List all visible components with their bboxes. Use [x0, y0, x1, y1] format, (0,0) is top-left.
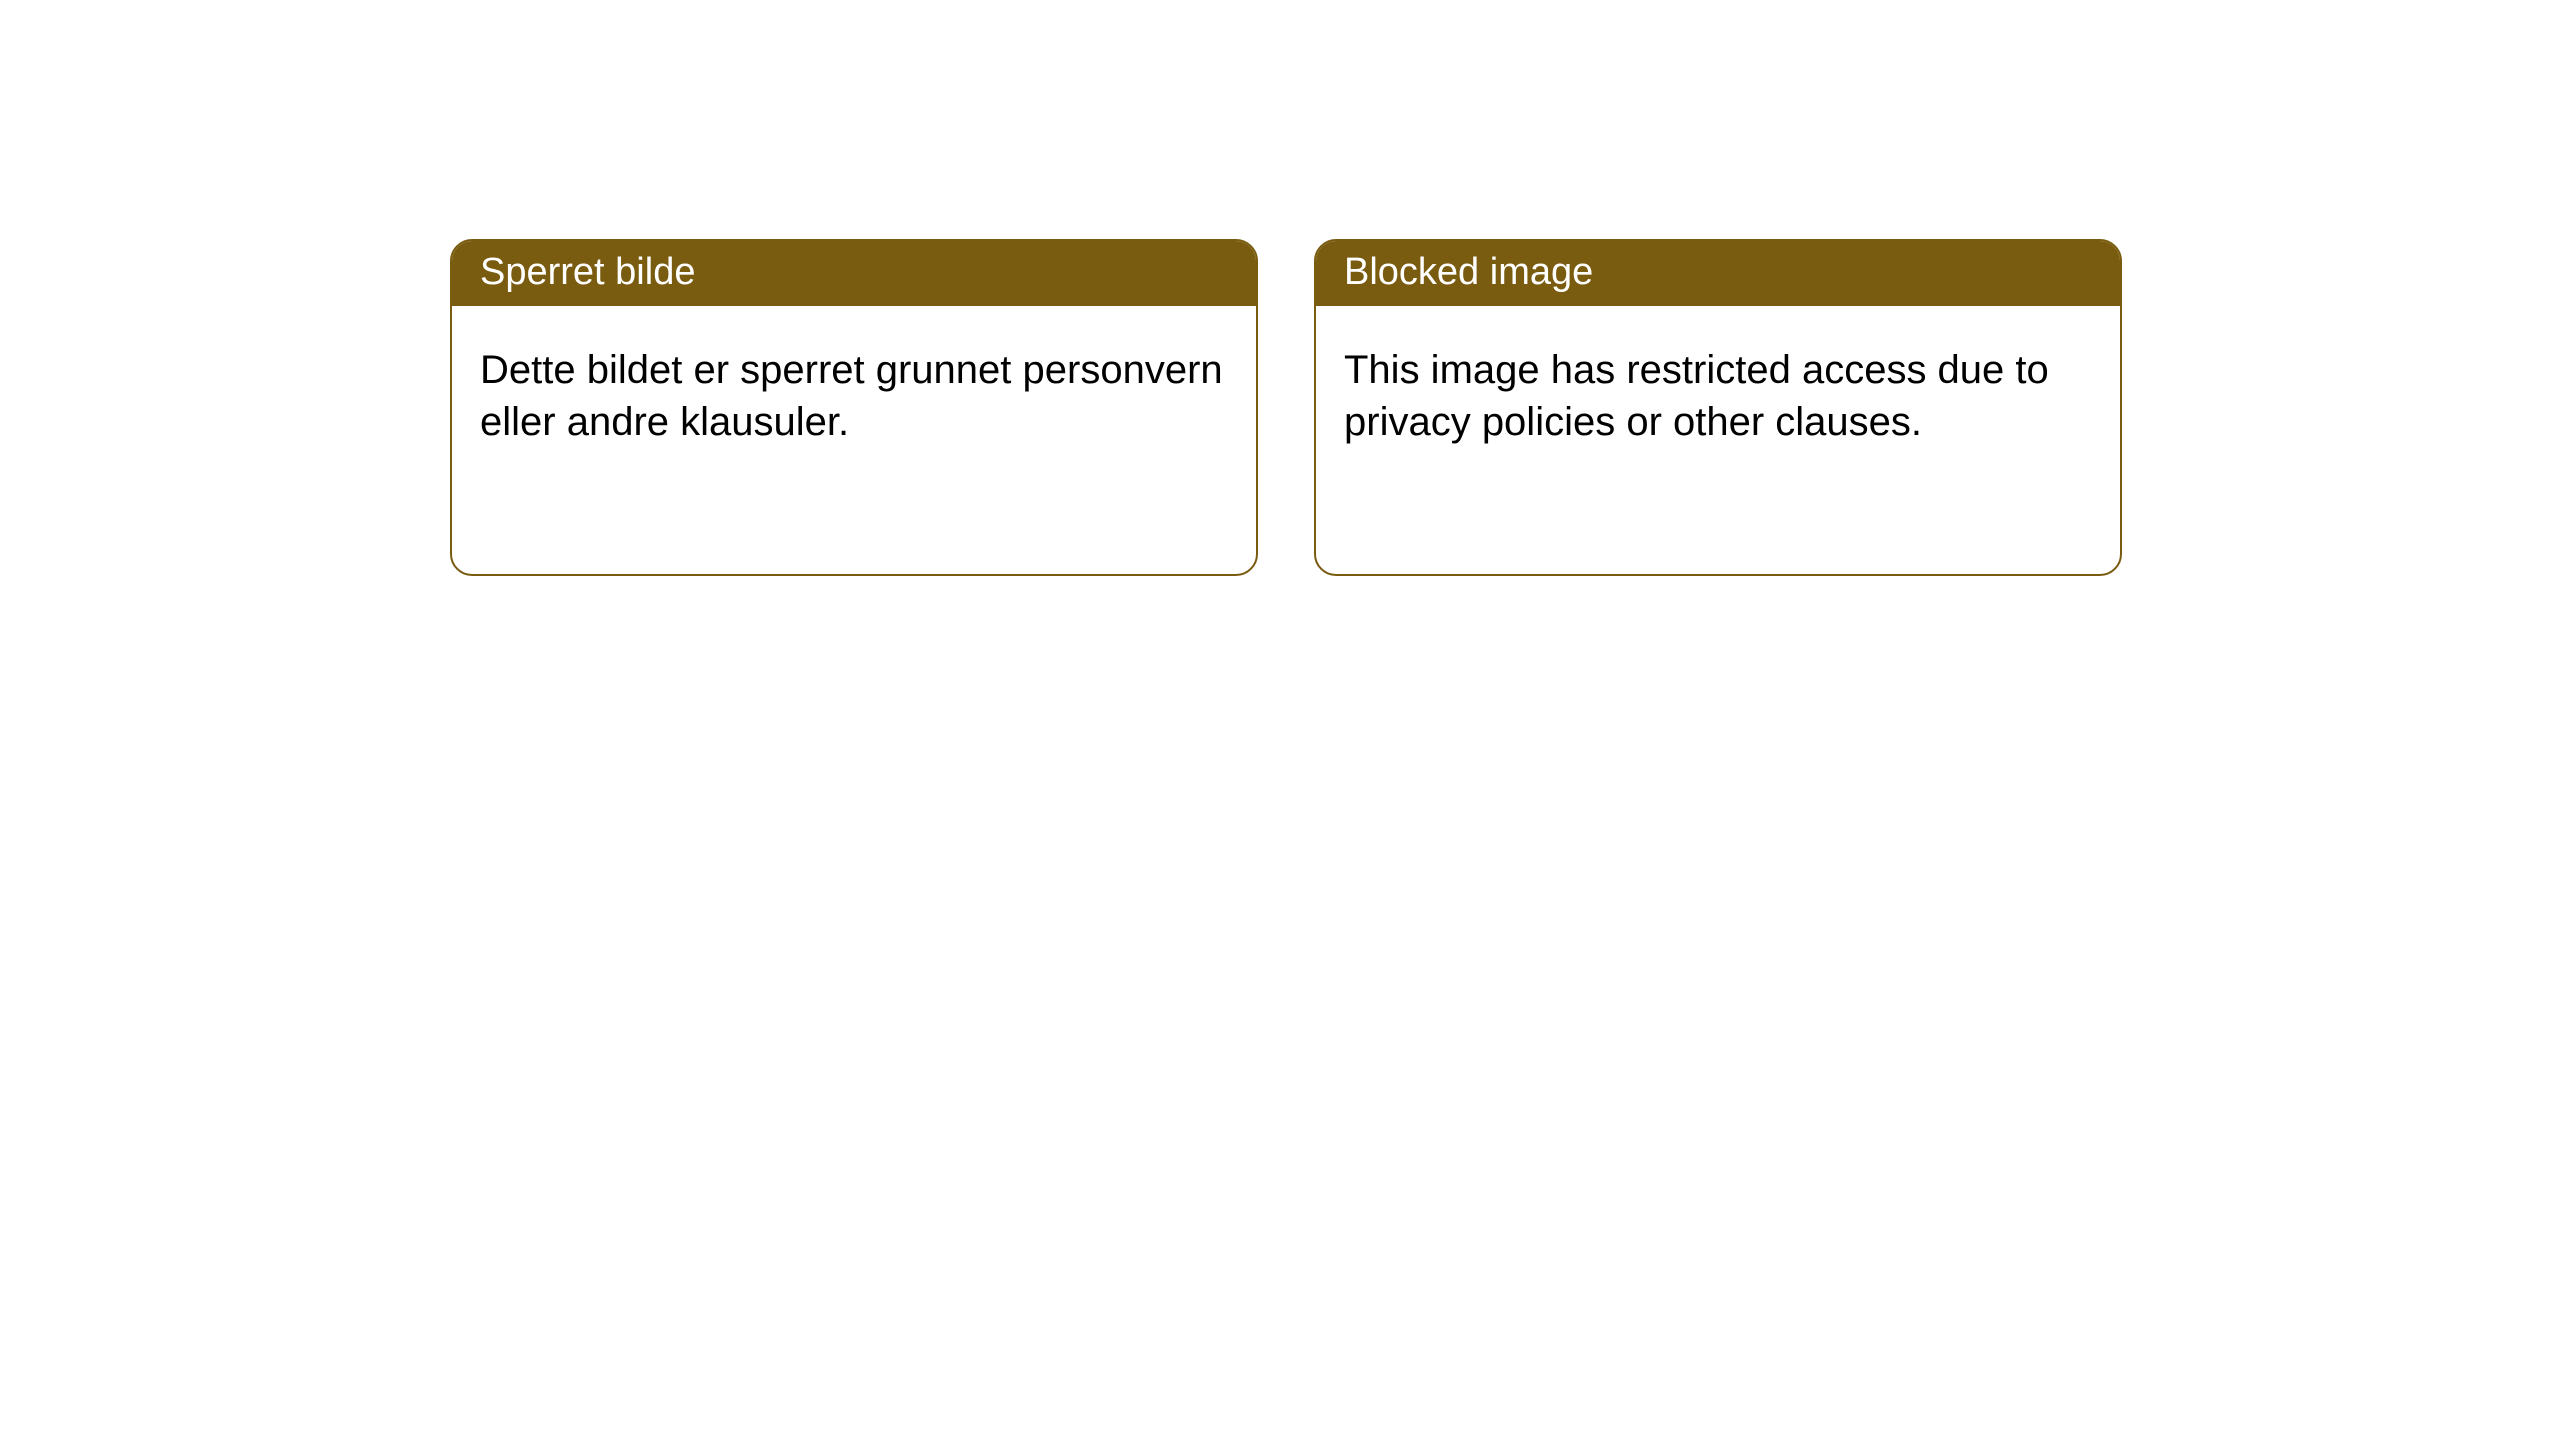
card-body: Dette bildet er sperret grunnet personve… — [452, 306, 1256, 476]
card-body: This image has restricted access due to … — [1316, 306, 2120, 476]
notice-card-no: Sperret bilde Dette bildet er sperret gr… — [450, 239, 1258, 576]
card-row: Sperret bilde Dette bildet er sperret gr… — [0, 0, 2560, 576]
notice-card-en: Blocked image This image has restricted … — [1314, 239, 2122, 576]
card-message: Dette bildet er sperret grunnet personve… — [480, 348, 1223, 444]
card-message: This image has restricted access due to … — [1344, 348, 2049, 444]
card-title: Blocked image — [1344, 251, 1593, 293]
card-header: Sperret bilde — [452, 241, 1256, 306]
card-title: Sperret bilde — [480, 251, 695, 293]
card-header: Blocked image — [1316, 241, 2120, 306]
